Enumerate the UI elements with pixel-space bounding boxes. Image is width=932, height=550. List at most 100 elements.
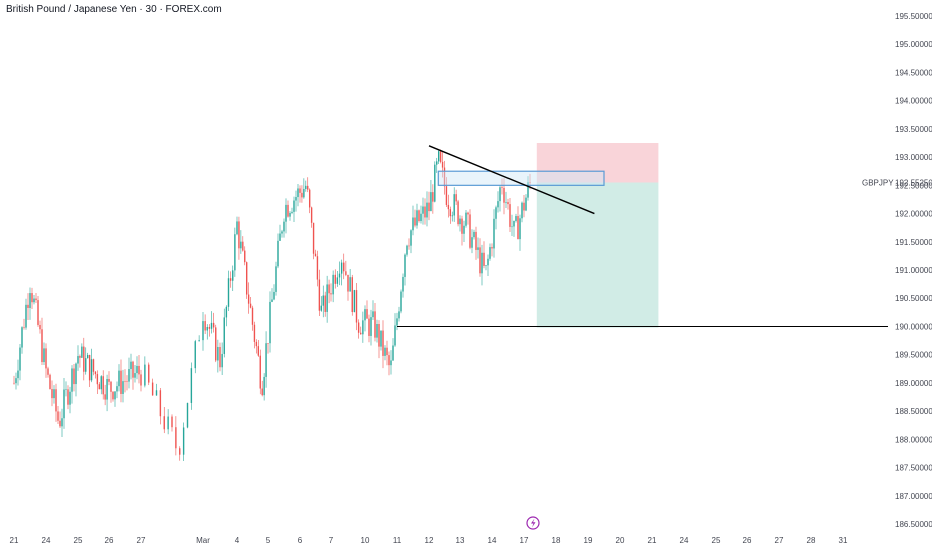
y-tick-label-18: 186.50000: [895, 520, 932, 529]
candle-body-181: [406, 245, 408, 255]
candle-body-103: [249, 303, 252, 308]
candle-body-122: [287, 204, 289, 217]
trendline: [428, 145, 595, 215]
candle-body-98: [240, 241, 242, 249]
x-tick-label-5: Mar: [196, 536, 210, 545]
candle-body-94: [232, 270, 234, 281]
candle-body-64: [140, 374, 142, 386]
candle-body-4: [21, 327, 23, 348]
resistance-box: [437, 170, 605, 186]
candle-body-71: [167, 416, 169, 430]
markers: [526, 516, 540, 530]
x-tick-label-19: 21: [648, 536, 657, 545]
candle-body-132: [307, 185, 309, 190]
x-tick-label-8: 6: [298, 536, 303, 545]
candle-body-134: [310, 207, 313, 223]
candle-body-173: [390, 360, 392, 366]
candle-body-168: [380, 330, 382, 347]
candle-body-177: [398, 311, 400, 319]
candle-body-21: [55, 389, 57, 412]
candle-body-191: [426, 202, 428, 218]
candle-body-100: [244, 250, 246, 263]
x-tick-label-12: 12: [425, 536, 434, 545]
y-tick-label-10: 190.50000: [895, 294, 932, 303]
candle-body-28: [69, 391, 71, 405]
candle-body-79: [198, 340, 200, 342]
candle-body-120: [283, 221, 285, 232]
candle-body-220: [483, 252, 485, 266]
candle-body-10: [33, 298, 35, 303]
candle-body-228: [499, 187, 501, 202]
candle-body-206: [455, 194, 457, 202]
candle-body-6: [25, 304, 27, 328]
y-tick-label-1: 195.00000: [895, 40, 932, 49]
candle-body-106: [255, 341, 258, 347]
candle-body-137: [316, 256, 319, 280]
candle-body-174: [392, 345, 394, 361]
y-tick-label-14: 188.50000: [895, 407, 932, 416]
candle-body-95: [234, 234, 236, 271]
candle-body-161: [366, 309, 368, 319]
candle-body-194: [432, 192, 434, 202]
candle-body-104: [251, 307, 254, 325]
candle-body-40: [92, 359, 95, 372]
overlays: [397, 145, 888, 327]
candle-body-33: [79, 356, 81, 358]
symbol-label: GBPJPY: [862, 178, 894, 187]
candles: [13, 149, 531, 462]
candle-body-124: [291, 211, 293, 213]
candle-body-237: [517, 216, 519, 240]
candle-body-224: [491, 247, 493, 249]
candle-body-2: [17, 370, 19, 379]
y-tick-label-4: 193.50000: [895, 125, 932, 134]
candle-body-66: [148, 364, 150, 383]
candle-body-12: [37, 300, 39, 325]
candle-body-35: [83, 346, 85, 372]
candle-body-61: [134, 373, 136, 378]
candle-body-211: [465, 212, 467, 226]
x-tick-label-9: 7: [329, 536, 334, 545]
x-tick-label-10: 10: [361, 536, 370, 545]
candle-body-142: [326, 284, 328, 312]
candle-body-213: [469, 214, 471, 248]
candle-body-162: [368, 318, 370, 336]
candle-body-223: [489, 247, 491, 259]
candle-body-31: [75, 363, 77, 385]
candle-body-171: [386, 347, 388, 356]
x-tick-label-7: 5: [266, 536, 271, 545]
candle-body-230: [503, 187, 505, 203]
candle-body-169: [382, 330, 384, 356]
chart-title: British Pound / Japanese Yen · 30 · FORE…: [6, 4, 222, 15]
candle-body-127: [297, 188, 299, 198]
y-tick-label-6: 192.50000: [895, 181, 932, 190]
candle-body-110: [263, 376, 265, 396]
candle-body-36: [85, 358, 87, 372]
candle-body-89: [221, 353, 223, 368]
candle-body-188: [420, 213, 422, 222]
candle-body-8: [29, 293, 31, 308]
candle-body-83: [208, 327, 211, 329]
candle-body-198: [439, 151, 442, 162]
y-tick-label-2: 194.50000: [895, 68, 932, 77]
candle-body-153: [349, 277, 351, 292]
candle-body-93: [229, 278, 232, 281]
y-tick-label-8: 191.50000: [895, 238, 932, 247]
candle-body-51: [114, 391, 116, 400]
candle-body-234: [511, 226, 513, 228]
candle-body-113: [269, 301, 271, 344]
candle-body-9: [31, 293, 33, 303]
candle-body-42: [96, 374, 99, 385]
candle-body-152: [347, 274, 349, 292]
candle-body-7: [27, 304, 29, 308]
candle-body-123: [289, 212, 291, 217]
candle-body-183: [410, 230, 412, 246]
y-tick-label-7: 192.00000: [895, 210, 932, 219]
candle-body-59: [130, 361, 132, 370]
y-tick-label-12: 189.50000: [895, 351, 932, 360]
x-tick-label-22: 26: [743, 536, 752, 545]
candle-body-160: [364, 309, 366, 321]
candle-body-87: [217, 347, 219, 361]
candle-body-78: [194, 341, 196, 369]
candle-body-167: [378, 323, 380, 347]
